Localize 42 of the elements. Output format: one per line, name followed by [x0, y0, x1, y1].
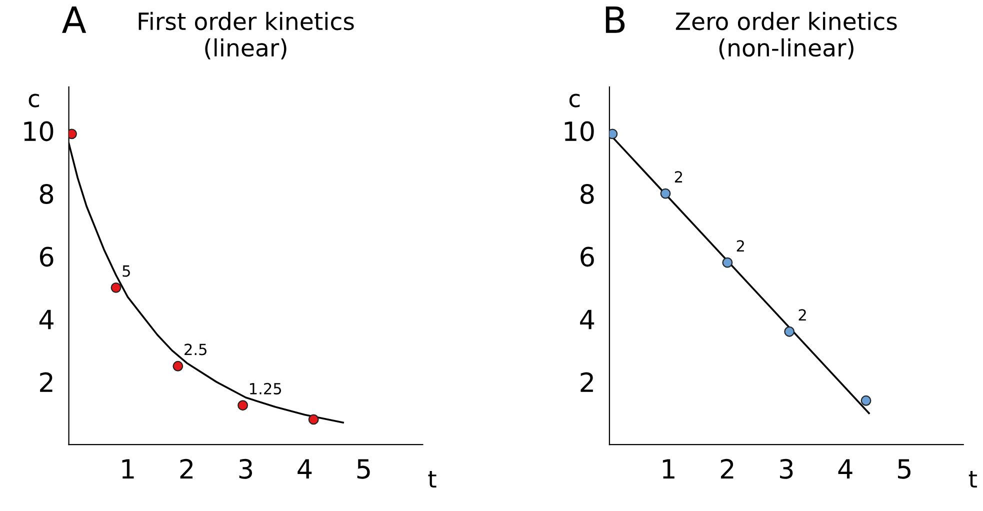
point	[238, 400, 248, 411]
point	[722, 257, 733, 268]
point	[110, 282, 122, 293]
x-tick-label: 5	[357, 459, 370, 479]
annotation: 2	[674, 171, 682, 182]
y-tick-label: 6	[580, 246, 594, 267]
data-label: 1.25	[250, 382, 282, 394]
data-label: 2.5	[184, 344, 206, 356]
y-tick-label: 8	[580, 184, 594, 204]
point	[784, 326, 795, 337]
x-tick-label: 2	[720, 458, 734, 479]
point	[860, 395, 872, 406]
x-tick-label: 5	[898, 459, 910, 479]
y-tick-label: 4	[580, 310, 594, 330]
y-tick-label: 8	[40, 184, 54, 204]
point	[308, 414, 319, 425]
y-axis-title: c	[28, 94, 40, 108]
point	[172, 360, 184, 372]
x-tick-label: 4	[298, 459, 312, 479]
x-tick-label: 1	[662, 459, 674, 479]
x-tick-label: 2	[180, 458, 193, 479]
point	[660, 188, 671, 199]
annotation: 2	[798, 309, 806, 320]
y-tick-label: 10	[24, 121, 54, 142]
y-tick-label: 2	[40, 372, 52, 392]
y-tick-label: 4	[39, 310, 54, 330]
x-tick-label: 3	[239, 458, 252, 479]
data-label: 5	[122, 265, 130, 277]
x-tick-label: 4	[838, 459, 852, 479]
y-tick-label: 10	[564, 121, 594, 142]
chart-title: Zero order kinetics (non-linear)	[676, 12, 897, 60]
y-axis-title: c	[569, 94, 580, 108]
x-axis-title: t	[968, 470, 977, 488]
annotation: 2	[736, 240, 744, 252]
chart-title: First order kinetics (linear)	[138, 12, 354, 60]
x-tick-label: 3	[780, 458, 793, 479]
x-tick-label: 1	[122, 459, 134, 479]
x-axis-title: t	[428, 470, 436, 488]
y-tick-label: 2	[580, 372, 593, 392]
text: B	[606, 6, 625, 33]
text: A	[62, 6, 86, 33]
y-tick-label: 6	[40, 246, 54, 267]
